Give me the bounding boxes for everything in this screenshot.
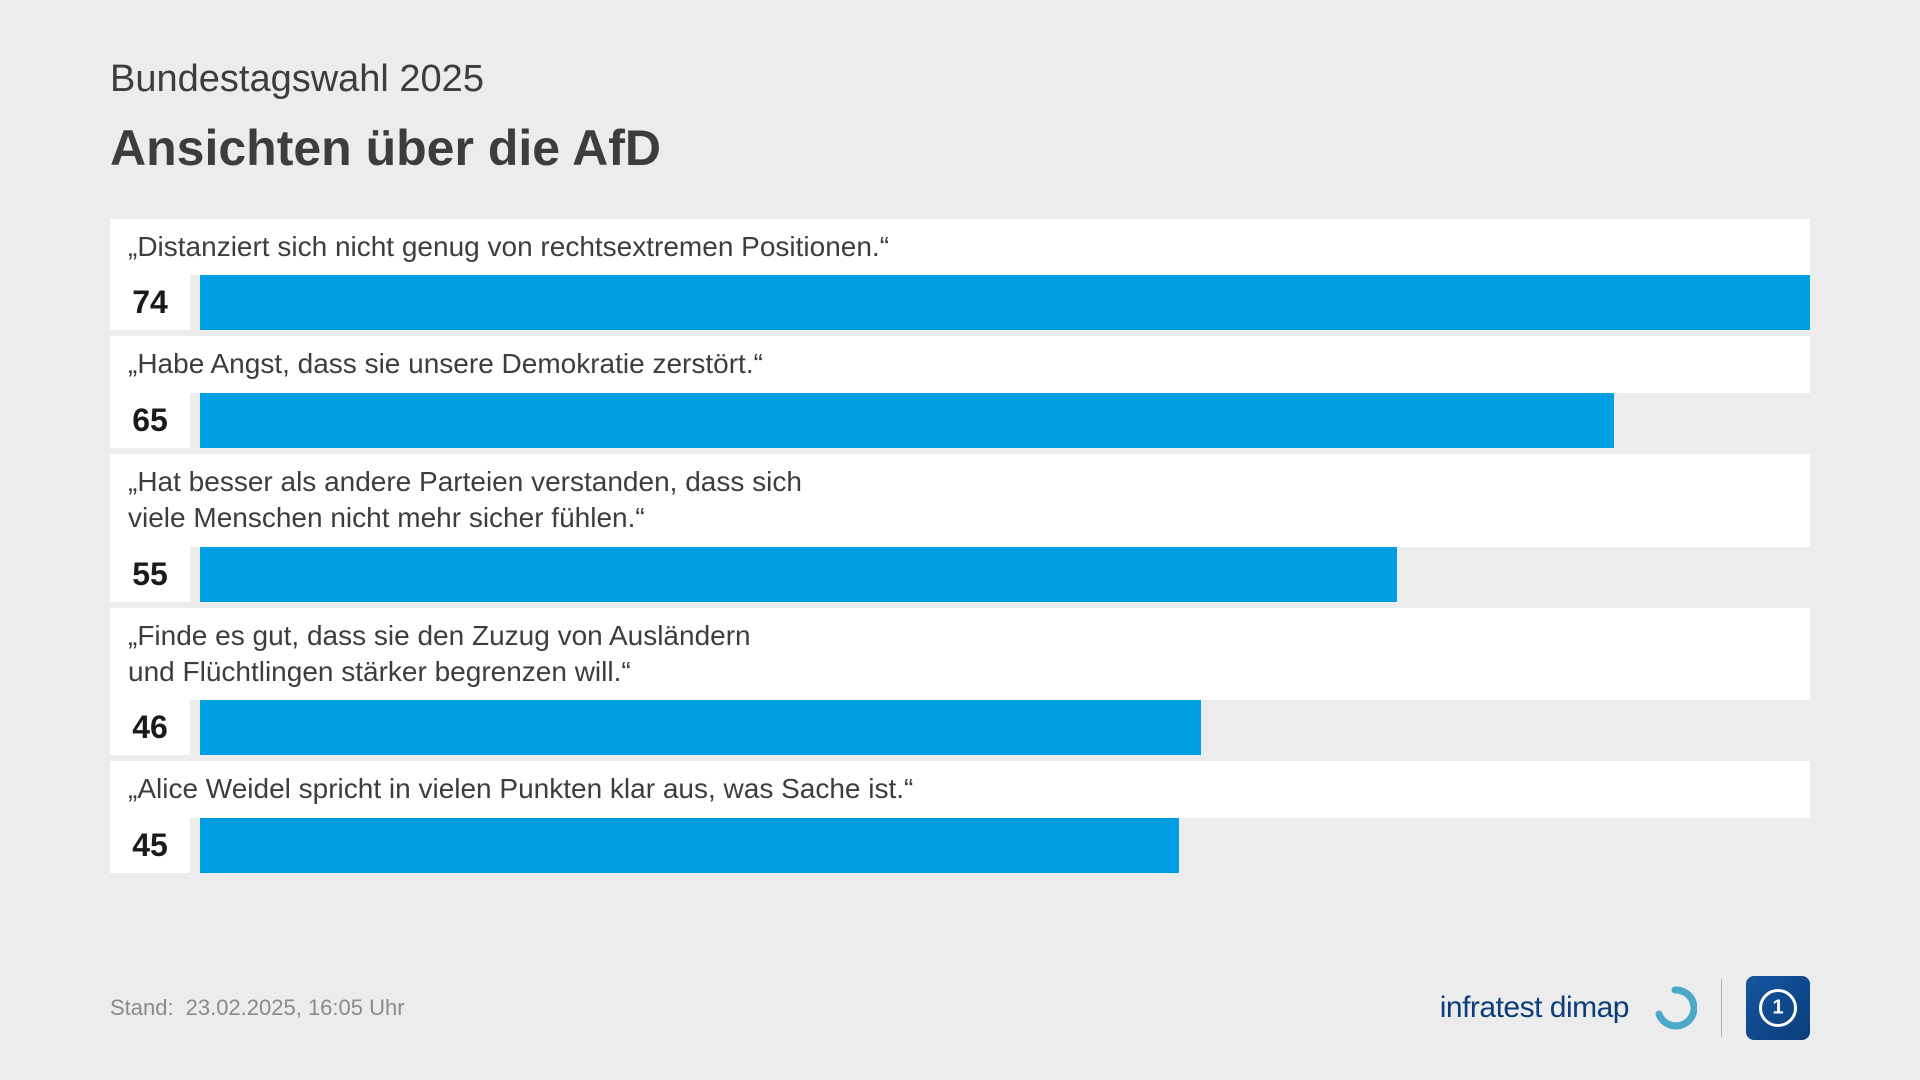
footer-right: infratest dimap [1440,976,1810,1040]
footer: Stand: 23.02.2025, 16:05 Uhr infratest d… [110,976,1810,1040]
chart-item: „Hat besser als andere Parteien verstand… [110,454,1810,608]
chart-bar-track [200,818,1810,873]
subtitle: Bundestagswahl 2025 [110,58,1810,101]
chart-statement: „Habe Angst, dass sie unsere Demokratie … [110,336,1810,392]
chart-value: 65 [110,393,190,448]
chart-bar-fill [200,547,1397,602]
chart-item: „Habe Angst, dass sie unsere Demokratie … [110,336,1810,453]
chart-bar-track [200,547,1810,602]
page: Bundestagswahl 2025 Ansichten über die A… [0,0,1920,1080]
chart-bar-row: 65 [110,393,1810,448]
chart-statement: „Hat besser als andere Parteien verstand… [110,454,1810,547]
chart-item: „Distanziert sich nicht genug von rechts… [110,219,1810,336]
chart-bar-row: 46 [110,700,1810,755]
infratest-logo-icon [1653,986,1697,1030]
chart-bar-fill [200,818,1179,873]
chart-item: „Alice Weidel spricht in vielen Punkten … [110,761,1810,878]
chart-value: 74 [110,275,190,330]
title: Ansichten über die AfD [110,119,1810,177]
chart-statement: „Alice Weidel spricht in vielen Punkten … [110,761,1810,817]
logo-divider [1721,979,1722,1037]
chart-value: 45 [110,818,190,873]
chart-bar-fill [200,393,1614,448]
chart-value: 46 [110,700,190,755]
chart-bar-track [200,700,1810,755]
chart-item: „Finde es gut, dass sie den Zuzug von Au… [110,608,1810,762]
chart-statement: „Finde es gut, dass sie den Zuzug von Au… [110,608,1810,701]
chart-bar-track [200,275,1810,330]
chart-statement: „Distanziert sich nicht genug von rechts… [110,219,1810,275]
chart-bar-row: 74 [110,275,1810,330]
bar-chart: „Distanziert sich nicht genug von rechts… [110,219,1810,952]
chart-bar-fill [200,700,1201,755]
ard-logo-icon [1746,976,1810,1040]
chart-bar-row: 55 [110,547,1810,602]
footer-date: 23.02.2025, 16:05 Uhr [186,995,405,1021]
chart-bar-track [200,393,1810,448]
chart-value: 55 [110,547,190,602]
footer-stand-label: Stand: [110,995,174,1021]
infratest-logo-text: infratest dimap [1440,991,1629,1025]
footer-left: Stand: 23.02.2025, 16:05 Uhr [110,995,405,1021]
chart-bar-row: 45 [110,818,1810,873]
chart-bar-fill [200,275,1810,330]
